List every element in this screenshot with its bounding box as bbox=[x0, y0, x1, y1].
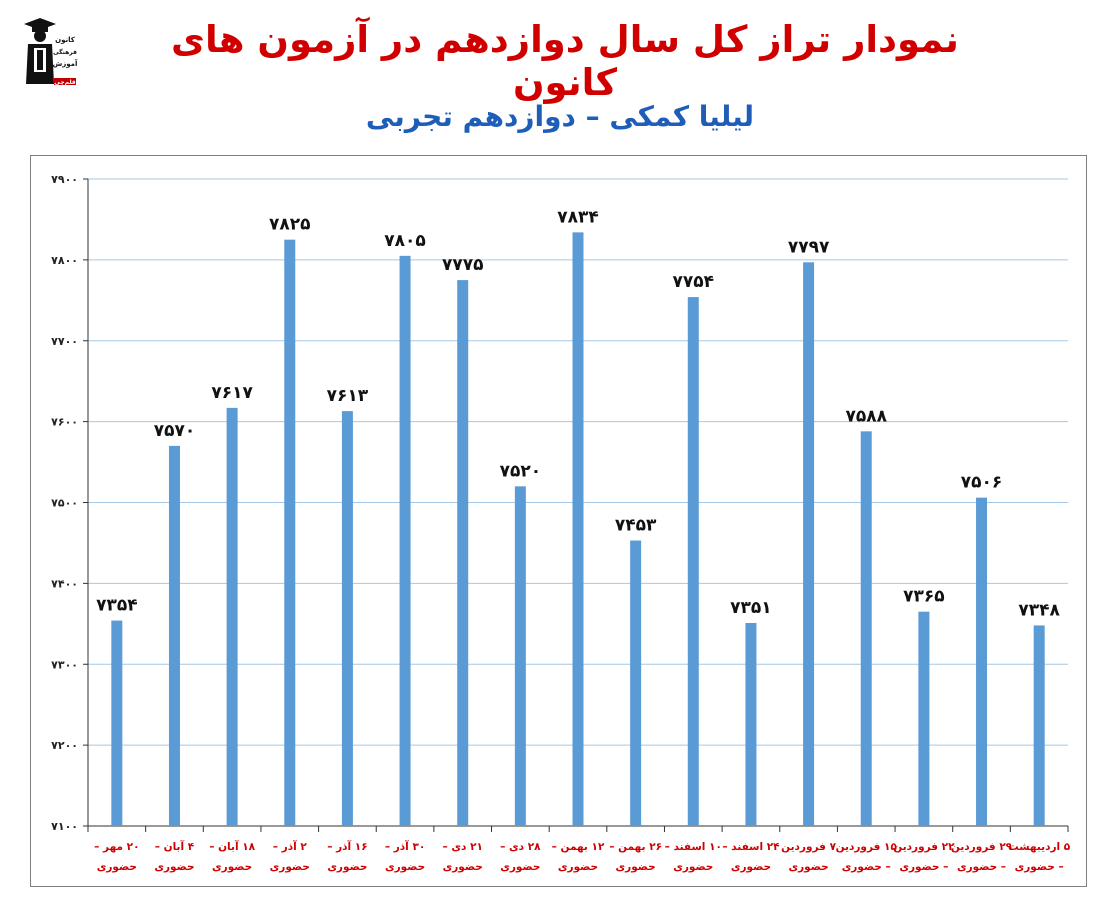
x-tick-label: حضوری bbox=[385, 861, 425, 873]
x-tick-label: – حضوری bbox=[899, 861, 948, 873]
x-tick-label: ۴ آبان – bbox=[155, 840, 195, 853]
bar bbox=[630, 540, 642, 826]
x-tick-label: ۱۸ آبان – bbox=[209, 840, 255, 853]
bar bbox=[860, 431, 872, 826]
data-label: ۷۵۷۰ bbox=[154, 421, 196, 441]
x-tick-label: حضوری bbox=[270, 861, 310, 873]
bar bbox=[341, 411, 353, 826]
x-tick-label: – حضوری bbox=[1015, 861, 1064, 873]
x-tick-label: حضوری bbox=[673, 861, 713, 873]
bar bbox=[284, 239, 296, 826]
x-tick-label: ۲۱ دی – bbox=[443, 841, 483, 853]
x-tick-label: ۱۲ بهمن – bbox=[552, 841, 605, 853]
x-tick-label: ۲۶ بهمن – bbox=[609, 841, 662, 853]
x-tick-label: حضوری bbox=[327, 861, 367, 873]
x-tick-label: حضوری bbox=[154, 861, 194, 873]
y-tick-label: ۷۴۰۰ bbox=[51, 577, 78, 590]
data-label: ۷۸۰۵ bbox=[384, 231, 426, 251]
x-tick-label: ۲۰ مهر – bbox=[94, 841, 139, 853]
x-tick-label: حضوری bbox=[558, 861, 598, 873]
bar bbox=[1033, 625, 1045, 826]
data-label: ۷۷۹۷ bbox=[788, 237, 830, 257]
x-tick-label: – حضوری bbox=[842, 861, 891, 873]
y-tick-label: ۷۶۰۰ bbox=[51, 416, 78, 429]
data-label: ۷۴۵۳ bbox=[615, 516, 657, 536]
data-label: ۷۵۸۸ bbox=[845, 406, 887, 426]
bar bbox=[226, 407, 238, 826]
y-axis-ticks: ۷۱۰۰ ۷۲۰۰ ۷۳۰۰ ۷۴۰۰ ۷۵۰۰ ۷۶۰۰ ۷۷۰۰ ۷۸۰۰ ۷۹۰۰ bbox=[51, 173, 78, 833]
y-tick-label: ۷۹۰۰ bbox=[51, 173, 78, 186]
data-label: ۷۳۵۴ bbox=[96, 596, 138, 616]
bar bbox=[745, 623, 757, 826]
y-tick-label: ۷۱۰۰ bbox=[51, 820, 78, 833]
data-label: ۷۶۱۳ bbox=[327, 386, 369, 406]
x-axis-labels: ۲۰ مهر – حضوری ۴ آبان – حضوری ۱۸ آبان – حضوری… bbox=[94, 840, 1071, 873]
x-tick-label: ۱۰ اسفند – bbox=[665, 841, 722, 853]
bar bbox=[976, 497, 988, 826]
x-tick-label: ۱۵ فروردین bbox=[836, 841, 898, 853]
y-tick-label: ۷۵۰۰ bbox=[51, 497, 78, 510]
data-label: ۷۷۵۴ bbox=[673, 272, 715, 292]
x-tick-label: ۲۲ فروردین bbox=[893, 841, 955, 853]
x-tick-label: ۲۹ فروردین bbox=[951, 841, 1013, 853]
bar bbox=[399, 255, 411, 827]
bar bbox=[111, 620, 123, 826]
y-tick-label: ۷۲۰۰ bbox=[51, 739, 78, 752]
bars bbox=[111, 232, 1045, 827]
data-label: ۷۷۷۵ bbox=[442, 255, 484, 275]
data-label: ۷۳۴۸ bbox=[1018, 600, 1060, 620]
x-tick-label: ۲۴ اسفند – bbox=[722, 841, 780, 853]
x-tick-label: حضوری bbox=[443, 861, 483, 873]
bar bbox=[803, 262, 815, 826]
x-tick-label: ۳۰ آذر – bbox=[385, 840, 425, 853]
logo-text-line: آموزش bbox=[53, 59, 78, 68]
bar bbox=[572, 232, 584, 826]
bar bbox=[918, 611, 930, 826]
x-tick-label: ۲ آذر – bbox=[273, 840, 308, 853]
data-label: ۷۶۱۷ bbox=[211, 383, 253, 403]
logo-text-line: فرهنگی bbox=[53, 48, 77, 56]
data-label: ۷۵۰۶ bbox=[961, 473, 1003, 493]
x-tick-label: حضوری bbox=[212, 861, 252, 873]
bar bbox=[687, 297, 699, 826]
data-label: ۷۸۲۵ bbox=[269, 215, 311, 235]
x-tick-label: – حضوری bbox=[957, 861, 1006, 873]
y-tick-label: ۷۳۰۰ bbox=[51, 658, 78, 671]
x-tick-label: حضوری bbox=[97, 861, 137, 873]
y-tick-label: ۷۸۰۰ bbox=[51, 254, 78, 267]
x-tick-label: ۲۸ دی – bbox=[500, 841, 541, 853]
data-label: ۷۳۶۵ bbox=[903, 587, 945, 607]
bar bbox=[168, 445, 180, 826]
logo-text-line: قلم‌چی bbox=[54, 79, 76, 86]
chart-subtitle: لیلیا کمکی – دوازدهم تجربی bbox=[365, 100, 755, 133]
x-tick-label: ۷ فروردین bbox=[781, 841, 836, 853]
x-tick-label: حضوری bbox=[731, 861, 771, 873]
bar bbox=[457, 280, 469, 826]
x-tick-label: ۵ اردیبهشت bbox=[1008, 841, 1071, 853]
value-labels: ۷۳۵۴ ۷۵۷۰ ۷۶۱۷ ۷۸۲۵ ۷۶۱۳ ۷۸۰۵ ۷۷۷۵ ۷۵۲۰ ۷۸۳۴ ۷۴۵۳… bbox=[96, 207, 1060, 620]
data-label: ۷۵۲۰ bbox=[500, 461, 542, 481]
chart-title: نمودار تراز کل سال دوازدهم در آزمون های … bbox=[171, 18, 959, 104]
x-tick-label: حضوری bbox=[789, 861, 829, 873]
data-label: ۷۸۳۴ bbox=[557, 207, 599, 227]
data-label: ۷۳۵۱ bbox=[730, 598, 772, 618]
y-tick-label: ۷۷۰۰ bbox=[51, 335, 78, 348]
x-tick-label: حضوری bbox=[616, 861, 656, 873]
x-tick-label: حضوری bbox=[500, 861, 540, 873]
bar bbox=[514, 486, 526, 826]
chart-area bbox=[30, 155, 1087, 887]
graduate-figure-logo-icon: کانون فرهنگی آموزش قلم‌چی bbox=[20, 12, 80, 87]
logo-text-line: کانون bbox=[55, 36, 76, 44]
x-tick-label: ۱۶ آذر – bbox=[327, 840, 367, 853]
